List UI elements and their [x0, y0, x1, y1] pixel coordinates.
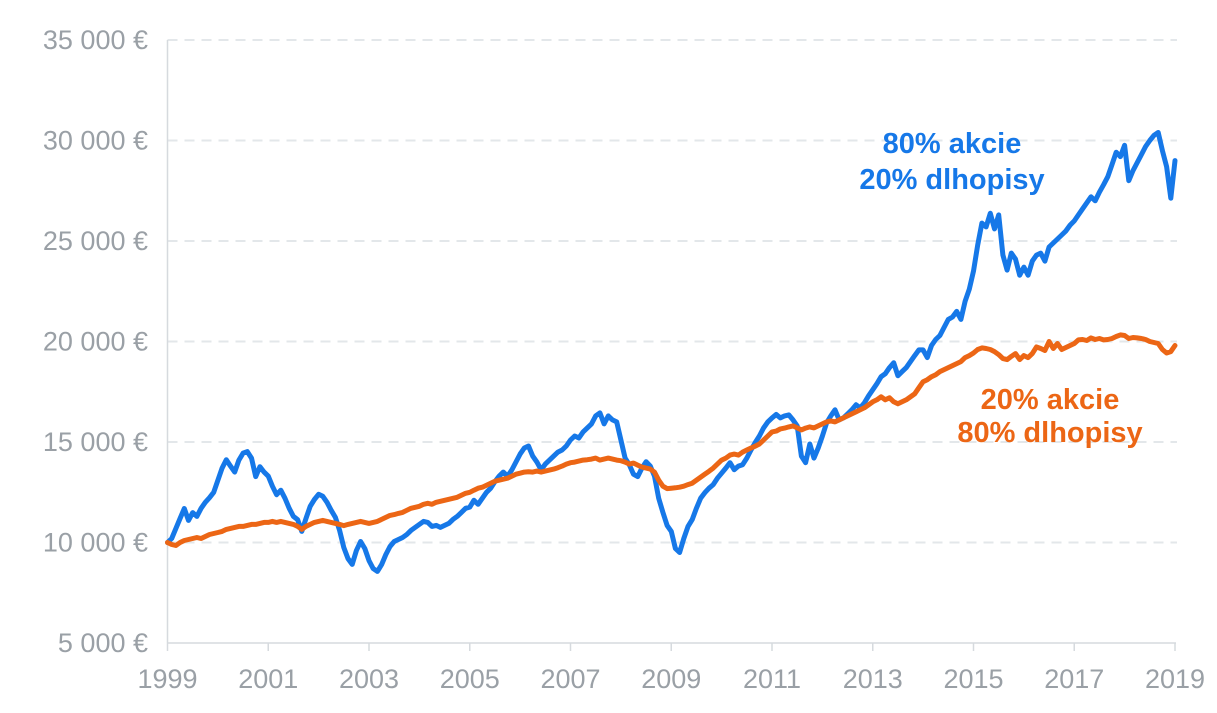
x-axis-tick-label: 2005	[440, 664, 500, 694]
x-axis-tick-label: 2013	[843, 664, 903, 694]
x-axis-tick-label: 1999	[137, 664, 197, 694]
y-axis-tick-label: 30 000 €	[43, 126, 148, 156]
series-label-line-2: 20% dlhopisy	[859, 164, 1045, 196]
x-axis-tick-label: 2001	[238, 664, 298, 694]
series-label-line-1: 80% akcie	[882, 128, 1022, 160]
y-axis-tick-label: 10 000 €	[43, 528, 148, 558]
x-axis-tick-label: 2003	[339, 664, 399, 694]
series-line-20-akcie	[165, 332, 1178, 548]
y-axis-tick-label: 35 000 €	[43, 25, 148, 55]
y-axis-tick-label: 5 000 €	[58, 628, 148, 658]
x-axis-tick-label: 2007	[540, 664, 600, 694]
x-axis-tick-label: 2009	[641, 664, 701, 694]
y-axis-tick-label: 25 000 €	[43, 226, 148, 256]
x-axis-tick-label: 2017	[1044, 664, 1104, 694]
x-axis-tick-label: 2015	[943, 664, 1003, 694]
y-axis-tick-label: 20 000 €	[43, 327, 148, 357]
series-label-20-akcie-80-dlhopisy: 20% akcie 80% dlhopisy	[957, 384, 1142, 450]
x-axis-tick-label: 2011	[743, 664, 801, 694]
series-label-80-akcie-20-dlhopisy: 80% akcie 20% dlhopisy	[859, 126, 1044, 198]
x-axis-tick-label: 2019	[1145, 664, 1205, 694]
series-line-80-akcie	[165, 130, 1178, 574]
series-label-line-2: 80% dlhopisy	[957, 417, 1143, 449]
y-axis-tick-label: 15 000 €	[43, 427, 148, 457]
series-label-line-1: 20% akcie	[980, 384, 1120, 416]
